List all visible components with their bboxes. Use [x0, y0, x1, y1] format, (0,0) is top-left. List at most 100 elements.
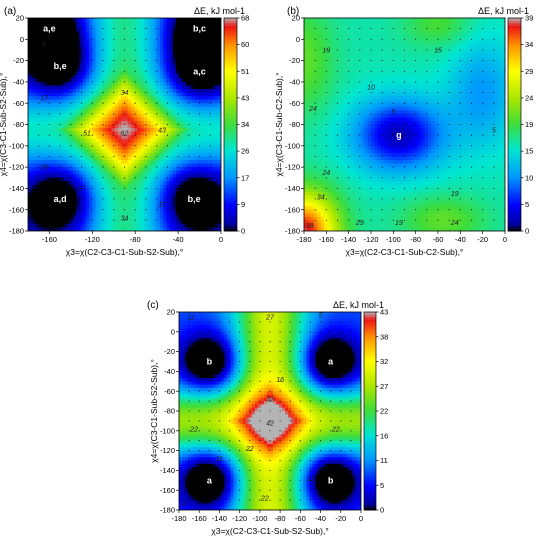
contour-label: 22 — [189, 426, 198, 433]
minimum-label: a — [207, 475, 213, 485]
contour-label: 27 — [265, 314, 275, 321]
colorbar-tick-label: 39 — [525, 14, 533, 23]
x-tick-label: -140 — [341, 235, 356, 244]
minimum-label: b — [328, 475, 334, 485]
colorbar-tick-label: 0 — [525, 227, 529, 236]
y-tick-label: 0 — [171, 327, 175, 336]
y-tick-label: 0 — [20, 35, 24, 44]
contour-label: 15 — [434, 47, 442, 54]
x-axis-label: χ3=χ(C2-C3-C1-Sub-S2-Sub),° — [211, 526, 328, 536]
minimum-label: a,d — [54, 194, 67, 204]
colorbar: 39 34 29 24 19 15 10 5 0 ΔE, kJ mol-1 — [478, 6, 533, 236]
contour-label: 34 — [121, 90, 129, 97]
y-tick-label: -20 — [13, 56, 24, 65]
minimum-label: b,c — [193, 24, 206, 34]
y-tick-label: -60 — [13, 99, 24, 108]
contour-label: 24 — [308, 106, 317, 113]
panel-label: (a) — [4, 6, 16, 17]
y-tick-label: -40 — [289, 78, 300, 87]
x-tick-label: -60 — [295, 514, 306, 523]
x-tick-label: -80 — [275, 514, 286, 523]
y-tick-label: 20 — [167, 308, 175, 317]
x-tick-label: -40 — [455, 235, 466, 244]
colorbar-tick-label: 43 — [380, 308, 388, 317]
contour-label: 24 — [321, 170, 330, 177]
colorbar-tick-label: 43 — [241, 93, 249, 102]
contour-label: 22 — [260, 496, 269, 503]
y-tick-label: -100 — [160, 426, 175, 435]
y-tick-label: -40 — [13, 78, 24, 87]
contour-label: 10 — [367, 85, 375, 92]
y-axis-label: χ4=χ(C3-C1-Sub-S2-Sub),° — [149, 359, 159, 463]
colorbar-tick-label: 34 — [241, 120, 249, 129]
colorbar-tick-label: 68 — [241, 14, 249, 23]
contour-label: 11 — [187, 314, 194, 321]
y-tick-label: 0 — [296, 35, 300, 44]
y-tick-label: -100 — [9, 141, 24, 150]
colorbar-title: ΔE, kJ mol-1 — [333, 300, 384, 310]
y-tick-label: -140 — [285, 184, 300, 193]
y-tick-label: -140 — [160, 466, 175, 475]
y-tick-label: -80 — [13, 120, 24, 129]
panel-2: -180 -160 -140 -120 -100 -80 -60 -40 -20 0200-20-… — [147, 300, 388, 536]
contour-label: 16 — [276, 377, 284, 384]
colorbar-tick-label: 26 — [241, 147, 249, 156]
x-tick-label: -160 — [319, 235, 334, 244]
contour-label: 11 — [216, 456, 223, 463]
heatmap-cells — [179, 312, 361, 510]
panel-1: -180 -160 -140 -120 -100 -80 -60 -40 -20 0 20 0 -20 -… — [274, 6, 533, 257]
contour-label: 22 — [245, 446, 254, 453]
contour-label: 17 — [40, 95, 49, 102]
contour-label: 11 — [180, 501, 187, 508]
colorbar-tick-label: 51 — [241, 67, 249, 76]
y-tick-label: -20 — [164, 347, 175, 356]
y-tick-label: -100 — [285, 141, 300, 150]
x-tick-label: 0 — [219, 235, 223, 244]
colorbar-tick-label: 16 — [380, 431, 388, 440]
contour-label: 29 — [355, 220, 364, 227]
x-tick-label: -80 — [410, 235, 421, 244]
colorbar-tick-label: 11 — [380, 456, 388, 465]
minimum-label: g — [396, 130, 402, 140]
y-tick-label: -120 — [285, 163, 300, 172]
y-tick-label: -20 — [289, 56, 300, 65]
colorbar-tick-label: 9 — [241, 200, 245, 209]
contour-label: 43 — [158, 127, 166, 134]
y-tick-label: -180 — [160, 506, 175, 515]
minimum-label: b — [207, 357, 213, 367]
contour-label: 34 — [121, 216, 129, 223]
x-tick-label: -20 — [335, 514, 346, 523]
contour-label: 19 — [451, 191, 459, 198]
x-tick-label: -100 — [252, 514, 267, 523]
heatmap-cells — [304, 18, 505, 231]
colorbar-tick-label: 0 — [380, 506, 384, 515]
y-tick-label: 20 — [16, 14, 24, 23]
panel-0: -160 -120 -80 -40 0 20 0 -20 -40 -60 -80 -100 -120 -1… — [0, 6, 249, 257]
colorbar-title: ΔE, kJ mol-1 — [478, 6, 529, 16]
contour-label: 62 — [121, 131, 129, 138]
x-tick-label: -120 — [232, 514, 247, 523]
colorbar-tick-label: 0 — [241, 227, 245, 236]
x-axis-label: χ3=χ(C2-C3-C1-Sub-C2-Sub),° — [346, 247, 464, 257]
contour-label: 17 — [78, 186, 87, 193]
contour-label: 26 — [39, 165, 48, 172]
contour-label: 11 — [307, 476, 314, 483]
y-tick-label: -80 — [164, 407, 175, 416]
colorbar-tick-label: 32 — [380, 357, 388, 366]
colorbar-tick-label: 19 — [525, 120, 533, 129]
contour-label: 19 — [395, 220, 403, 227]
x-tick-label: -80 — [130, 235, 141, 244]
colorbar-tick-label: 5 — [525, 200, 529, 209]
y-tick-label: -80 — [289, 120, 300, 129]
contour-label: 5 — [319, 312, 323, 319]
colorbar-tick-label: 10 — [525, 173, 533, 182]
x-tick-label: -120 — [363, 235, 378, 244]
x-tick-label: -40 — [173, 235, 184, 244]
colorbar-title: ΔE, kJ mol-1 — [194, 6, 245, 16]
minimum-label: b,e — [188, 194, 201, 204]
minimum-label: a,e — [43, 24, 56, 34]
heatmap-cells — [28, 18, 221, 231]
y-tick-label: -160 — [160, 486, 175, 495]
x-tick-label: -180 — [171, 514, 186, 523]
